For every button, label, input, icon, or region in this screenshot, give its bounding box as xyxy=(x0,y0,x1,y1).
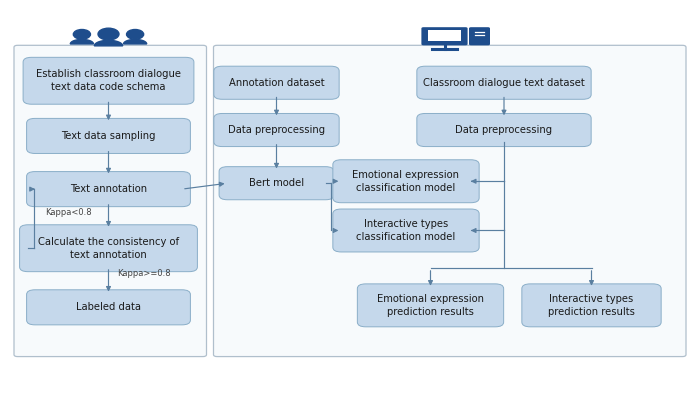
Text: Kappa>=0.8: Kappa>=0.8 xyxy=(118,269,172,278)
FancyBboxPatch shape xyxy=(522,284,661,327)
Text: Text annotation: Text annotation xyxy=(70,184,147,194)
Text: Data preprocessing: Data preprocessing xyxy=(456,125,552,135)
Polygon shape xyxy=(123,39,147,44)
Text: Classroom dialogue text dataset: Classroom dialogue text dataset xyxy=(423,78,585,88)
Circle shape xyxy=(74,30,90,39)
FancyBboxPatch shape xyxy=(27,172,190,206)
Text: Interactive types
classification model: Interactive types classification model xyxy=(356,219,456,242)
Text: Interactive types
prediction results: Interactive types prediction results xyxy=(548,294,635,317)
FancyBboxPatch shape xyxy=(416,66,591,99)
FancyBboxPatch shape xyxy=(357,284,503,327)
FancyBboxPatch shape xyxy=(27,118,190,154)
Text: Bert model: Bert model xyxy=(249,178,304,188)
FancyBboxPatch shape xyxy=(214,66,339,99)
Text: Emotional expression
prediction results: Emotional expression prediction results xyxy=(377,294,484,317)
FancyBboxPatch shape xyxy=(27,290,190,325)
Text: Calculate the consistency of
text annotation: Calculate the consistency of text annota… xyxy=(38,237,179,260)
Polygon shape xyxy=(94,40,122,46)
Text: Data preprocessing: Data preprocessing xyxy=(228,125,325,135)
FancyBboxPatch shape xyxy=(421,27,468,45)
FancyBboxPatch shape xyxy=(219,167,334,200)
FancyBboxPatch shape xyxy=(333,209,479,252)
Text: Labeled data: Labeled data xyxy=(76,302,141,312)
Text: Establish classroom dialogue
text data code schema: Establish classroom dialogue text data c… xyxy=(36,69,181,92)
FancyBboxPatch shape xyxy=(23,58,194,104)
Text: Text data sampling: Text data sampling xyxy=(62,131,155,141)
FancyBboxPatch shape xyxy=(416,113,591,147)
FancyBboxPatch shape xyxy=(214,45,686,357)
FancyBboxPatch shape xyxy=(214,113,339,147)
Text: Kappa<0.8: Kappa<0.8 xyxy=(46,208,92,217)
Circle shape xyxy=(98,28,119,40)
FancyBboxPatch shape xyxy=(333,160,479,203)
FancyBboxPatch shape xyxy=(469,27,490,45)
Text: Emotional expression
classification model: Emotional expression classification mode… xyxy=(353,170,459,193)
Circle shape xyxy=(127,30,144,39)
FancyBboxPatch shape xyxy=(428,30,461,41)
Polygon shape xyxy=(70,39,94,44)
FancyBboxPatch shape xyxy=(20,225,197,272)
Text: Annotation dataset: Annotation dataset xyxy=(229,78,324,88)
FancyBboxPatch shape xyxy=(14,45,206,357)
